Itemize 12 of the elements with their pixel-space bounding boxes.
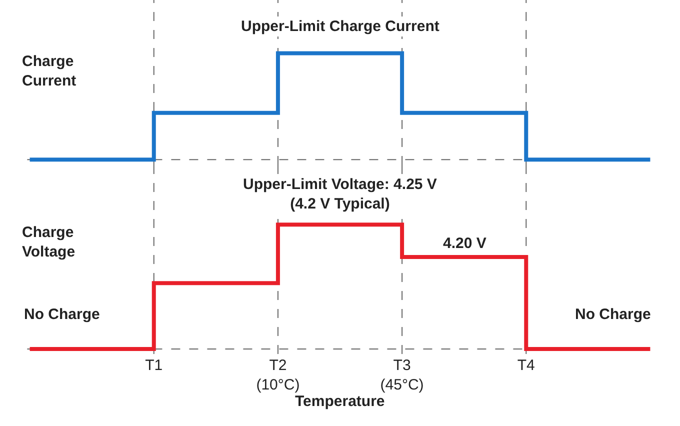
x-tick-label: T1	[145, 357, 163, 374]
x-axis-title: Temperature	[295, 393, 385, 410]
x-tick-label: T3 (45°C)	[380, 357, 424, 394]
annotation: No Charge	[24, 306, 100, 323]
x-tick-label: T4	[517, 357, 535, 374]
y-axis-title: Charge Voltage	[22, 224, 76, 260]
text: Upper-Limit Charge Current	[241, 18, 440, 35]
annotation: No Charge	[575, 306, 651, 323]
text: Upper-Limit Voltage: 4.25 V (4.2 V Typical)	[243, 176, 437, 212]
y-axis-title: Charge Current	[22, 53, 76, 90]
annotation: 4.20 V	[443, 235, 486, 252]
x-tick-label: T2 (10°C)	[256, 357, 300, 394]
